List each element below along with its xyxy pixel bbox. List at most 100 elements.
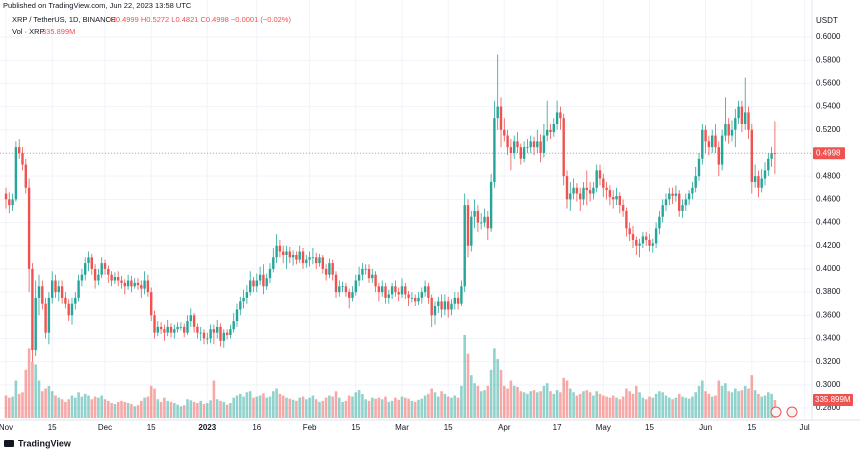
volume-bar xyxy=(562,377,565,418)
volume-bar xyxy=(588,392,592,418)
candle-body xyxy=(258,274,262,281)
candle-body xyxy=(206,338,209,340)
candle-body xyxy=(592,187,595,194)
event-flag[interactable] xyxy=(770,406,782,418)
candle-body xyxy=(153,315,156,333)
candle-body xyxy=(664,199,668,206)
candle-body xyxy=(641,236,645,244)
volume-bar xyxy=(225,404,229,418)
candle-body xyxy=(526,147,529,148)
candle-body xyxy=(288,251,291,258)
candle-body xyxy=(572,187,575,194)
ohlc: O0.4999 H0.5272 L0.4821 C0.4998 −0.0001 … xyxy=(110,15,291,24)
candle-body xyxy=(298,251,301,260)
volume-bar xyxy=(565,380,569,418)
volume-bar xyxy=(146,396,150,418)
volume-bar xyxy=(572,392,575,418)
volume-bar xyxy=(456,397,460,418)
candle-body xyxy=(423,286,427,293)
candle-body xyxy=(717,147,720,165)
candle-body xyxy=(489,181,493,229)
volume-bar xyxy=(760,396,763,418)
candle-body xyxy=(143,280,146,289)
candle-body xyxy=(318,257,321,264)
volume-bar xyxy=(506,388,509,418)
candle-body xyxy=(136,282,140,286)
candle-body xyxy=(519,147,522,159)
candle-body xyxy=(64,297,67,304)
volume-bar xyxy=(750,375,754,418)
volume-bar xyxy=(496,359,499,418)
volume-bar xyxy=(450,397,453,418)
candle-body xyxy=(374,274,377,287)
x-tick-label: 15 xyxy=(444,423,453,432)
volume-bar xyxy=(697,385,701,418)
volume-bar xyxy=(687,398,691,418)
candle-body xyxy=(427,286,430,298)
candle-body xyxy=(110,274,113,281)
candle-body xyxy=(757,176,760,188)
logo-icon xyxy=(4,440,14,447)
candle-body xyxy=(34,297,37,351)
candle-body xyxy=(638,243,641,246)
candle-body xyxy=(97,274,100,281)
candle-body xyxy=(51,280,54,298)
volume-bar xyxy=(295,400,298,418)
volume-bar xyxy=(486,385,490,418)
volume-bar xyxy=(70,395,74,418)
volume-bar xyxy=(545,383,549,418)
candle-body xyxy=(694,176,697,188)
volume-bar xyxy=(598,393,602,418)
volume-bar xyxy=(479,391,483,418)
volume-bar xyxy=(608,397,612,418)
candle-body xyxy=(384,286,387,298)
volume-bar xyxy=(54,395,57,418)
volume-bar xyxy=(704,391,707,418)
volume-bar xyxy=(724,383,727,418)
candle-body xyxy=(687,193,691,200)
candle-body xyxy=(681,205,684,211)
candle-body xyxy=(598,170,602,179)
volume-bar xyxy=(417,399,420,418)
volume-bar xyxy=(710,396,714,418)
volume-bar xyxy=(143,397,146,418)
volume-bar xyxy=(338,397,341,418)
candle-body xyxy=(651,243,654,246)
candle-body xyxy=(608,190,612,198)
candle-body xyxy=(265,278,268,287)
candle-body xyxy=(11,199,14,206)
volume-bar xyxy=(410,400,414,418)
volume-bar xyxy=(34,364,37,418)
candle-body xyxy=(420,292,423,298)
symbol: XRP / TetherUS, 1D, BINANCE xyxy=(12,15,116,24)
candle-body xyxy=(364,268,367,270)
y-tick-label: 0.5800 xyxy=(816,55,841,64)
volume-bar xyxy=(437,396,440,418)
volume-bar xyxy=(17,393,21,418)
candle-body xyxy=(311,257,315,259)
volume-bar xyxy=(757,393,760,418)
volume-bar xyxy=(707,393,711,418)
candle-body xyxy=(740,106,744,124)
volume-bar xyxy=(509,380,513,418)
candle-body xyxy=(295,255,298,260)
candle-body xyxy=(460,286,463,304)
volume-bar xyxy=(83,393,87,418)
volume-bar xyxy=(499,369,503,418)
volume-bar xyxy=(361,393,364,418)
candle-body xyxy=(595,170,598,188)
volume-bar xyxy=(285,397,288,418)
candle-body xyxy=(684,199,687,206)
candle-body xyxy=(750,129,753,182)
volume-bar xyxy=(136,405,140,418)
candle-body xyxy=(575,187,579,194)
candle-body xyxy=(107,268,110,275)
candle-body xyxy=(301,251,305,264)
x-tick-label: Jul xyxy=(799,423,809,432)
volume-bar xyxy=(77,392,80,418)
axis-unit: USDT xyxy=(816,16,838,25)
candle-body xyxy=(324,268,328,275)
event-flag[interactable] xyxy=(786,406,798,418)
volume-bar xyxy=(443,393,447,418)
candle-body xyxy=(54,280,57,293)
